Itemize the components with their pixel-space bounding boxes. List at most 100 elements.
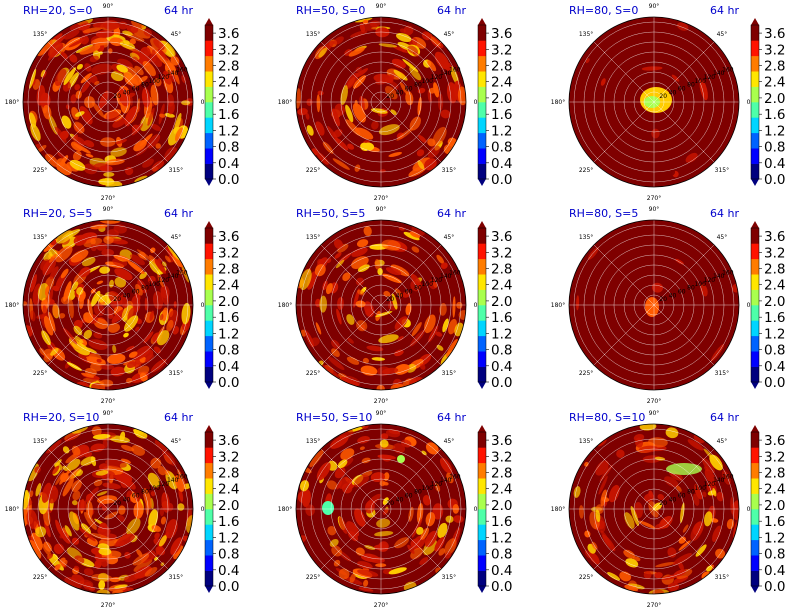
field-patch [444, 61, 452, 72]
field-patch [331, 545, 342, 557]
colorbar-tick-label: 0.8 [764, 140, 785, 156]
colorbar-extend-bottom [478, 586, 486, 593]
angular-gridline [653, 41, 715, 103]
colorbar-tick-label: 0.0 [218, 579, 239, 595]
colorbar-extend-top [205, 18, 213, 25]
radial-tick-label: 120 [431, 74, 443, 81]
field-patch [409, 231, 421, 238]
field-patch [600, 78, 606, 86]
radial-tick-label: 20 [386, 296, 394, 303]
field-patch [317, 90, 324, 96]
field-patch [64, 576, 82, 589]
field-patch [100, 557, 109, 567]
field-patch [616, 449, 625, 458]
field-patch [43, 315, 54, 336]
field-patch [90, 244, 97, 252]
colorbar-segment [478, 132, 486, 149]
radial-tick-label: 40 [396, 292, 404, 299]
angle-tick-label: 90° [376, 3, 387, 10]
angle-tick-label: 315° [715, 370, 729, 377]
angle-tick-label: 225° [33, 574, 47, 581]
field-patch [157, 465, 167, 476]
field-patch [584, 461, 589, 467]
field-patch [123, 72, 139, 88]
field-patch [685, 152, 698, 163]
field-patch [353, 474, 370, 488]
field-patch [576, 295, 580, 311]
field-patch [336, 308, 342, 325]
field-patch [704, 469, 716, 485]
panel-time-label: 64 hr [710, 207, 739, 220]
radial-tick-label: 160 [449, 269, 461, 276]
field-patch [607, 572, 621, 581]
colorbar-tick-label: 3.2 [218, 42, 239, 58]
field-patch [136, 249, 153, 262]
radial-tick-label: 20 [386, 500, 394, 507]
field-patch [583, 71, 593, 79]
colorbar-frame [204, 24, 214, 180]
colorbar-frame [204, 431, 214, 587]
colorbar-tick-label: 2.8 [491, 262, 512, 278]
field-patch [143, 488, 152, 509]
field-patch [151, 525, 162, 532]
colorbar-tick-label: 2.4 [764, 482, 785, 498]
angular-gridline [107, 448, 169, 510]
panel-title: RH=50, S=5 [296, 207, 365, 220]
colorbar: 0.00.40.81.21.62.02.42.83.23.6 [750, 425, 785, 595]
field-patch [388, 567, 407, 575]
field-patch [347, 143, 355, 150]
field-patch [86, 500, 93, 519]
field-patch [352, 103, 366, 123]
colorbar-tick-label: 1.2 [218, 326, 239, 342]
colorbar-segment [751, 228, 759, 244]
colorbar-segment [205, 351, 213, 367]
field-patch [305, 112, 310, 120]
field-patch [458, 310, 466, 320]
field-patch [114, 276, 127, 288]
field-patch [64, 525, 72, 537]
colorbar-tick-label: 0.0 [491, 172, 512, 188]
field-patch [456, 301, 463, 309]
field-patch [99, 266, 111, 274]
angle-tick-label: 90° [649, 3, 660, 10]
field-patch [181, 75, 186, 83]
colorbar-tick-label: 3.2 [764, 449, 785, 465]
field-patch [120, 294, 128, 309]
colorbar-segment [205, 102, 213, 118]
angle-tick-label: 90° [103, 410, 114, 417]
field-patch [49, 254, 57, 263]
colorbar-segment [478, 539, 486, 556]
field-patch [673, 569, 687, 577]
field-patch [69, 511, 80, 531]
angle-tick-label: 315° [442, 167, 456, 174]
angular-gridline [380, 41, 442, 103]
field-patch [151, 160, 165, 172]
colorbar-tick-label: 0.4 [218, 563, 239, 579]
colorbar-segment [751, 289, 759, 306]
colorbar-frame [477, 431, 487, 587]
field-patch [78, 527, 96, 542]
field-patch [123, 332, 129, 338]
field-patch [325, 283, 333, 295]
field-patch [142, 158, 154, 168]
field-patch [118, 505, 126, 515]
colorbar-extend-top [478, 221, 486, 228]
field-patch [72, 490, 81, 501]
angular-gridline [107, 304, 169, 366]
panel-title: RH=80, S=5 [569, 207, 638, 220]
angular-gridline [47, 101, 109, 163]
polar-grid [23, 220, 193, 390]
angle-tick-label: 90° [649, 206, 660, 213]
field-patch [97, 495, 118, 504]
angle-tick-label: 90° [376, 206, 387, 213]
angular-gridline [320, 244, 382, 306]
field-patch [84, 140, 95, 148]
field-patch [337, 459, 348, 469]
angle-tick-label: 45° [717, 31, 728, 38]
colorbar-segment [478, 351, 486, 367]
colorbar-segment [478, 555, 486, 571]
field-patch [113, 254, 130, 262]
angle-tick-label: 135° [579, 31, 593, 38]
